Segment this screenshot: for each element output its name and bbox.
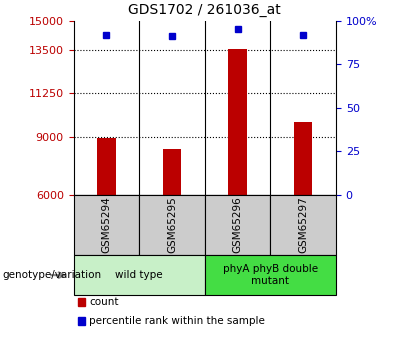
Bar: [228, 49, 247, 195]
Bar: [163, 149, 181, 195]
Text: percentile rank within the sample: percentile rank within the sample: [89, 316, 265, 326]
Text: count: count: [89, 297, 119, 307]
Text: GSM65296: GSM65296: [233, 197, 243, 254]
Text: GSM65294: GSM65294: [101, 197, 111, 254]
Bar: [97, 138, 116, 195]
Text: genotype/variation: genotype/variation: [2, 270, 101, 280]
Text: GSM65297: GSM65297: [298, 197, 308, 254]
Text: wild type: wild type: [116, 270, 163, 280]
Text: GSM65295: GSM65295: [167, 197, 177, 254]
Text: phyA phyB double
mutant: phyA phyB double mutant: [223, 264, 318, 286]
Bar: [294, 122, 312, 195]
Title: GDS1702 / 261036_at: GDS1702 / 261036_at: [129, 3, 281, 17]
